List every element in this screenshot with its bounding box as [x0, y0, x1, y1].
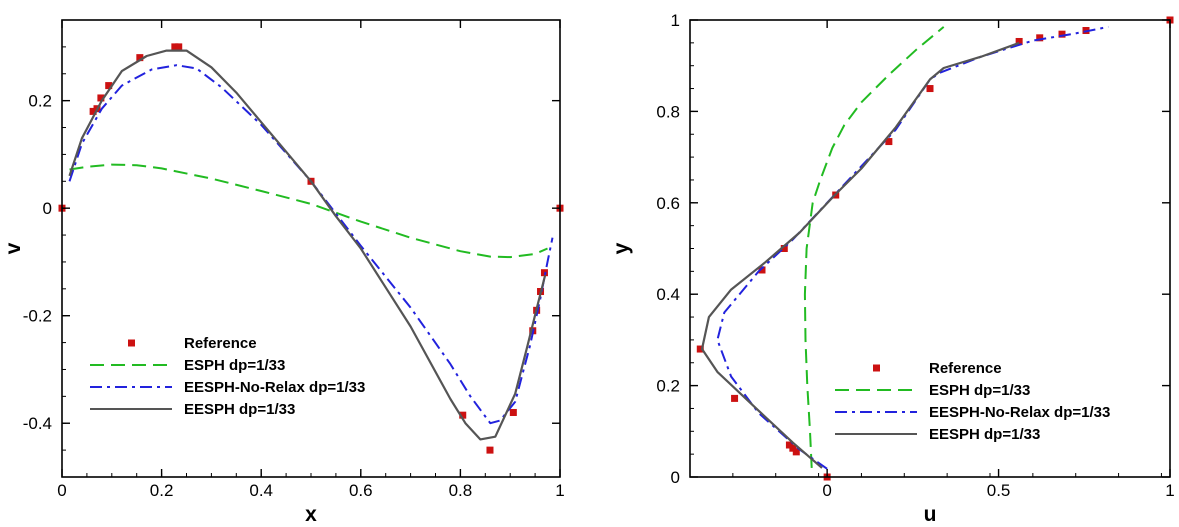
series-line	[68, 49, 547, 441]
x-tick-label: 1	[555, 481, 564, 500]
data-point	[175, 43, 183, 51]
legend-marker	[873, 364, 880, 372]
data-point	[1036, 34, 1044, 42]
series-line	[803, 26, 945, 468]
legend-label: EESPH-No-Relax dp=1/33	[929, 404, 1110, 421]
y-tick-label: 0	[671, 468, 680, 487]
data-point	[97, 94, 105, 102]
y-tick-label: -0.4	[23, 414, 52, 433]
legend-label: Reference	[929, 360, 1002, 377]
y-tick-label: -0.2	[23, 307, 52, 326]
legend-marker	[128, 339, 135, 347]
data-point	[785, 441, 793, 449]
x-tick-label: 0.6	[349, 481, 373, 500]
x-tick-label: 0.8	[449, 481, 473, 500]
series-3	[68, 64, 554, 425]
data-point	[780, 245, 788, 252]
y-axis-title: v	[2, 242, 25, 254]
x-tick-label: 1	[1165, 481, 1174, 500]
data-point	[926, 85, 934, 93]
data-point	[696, 345, 704, 353]
x-tick-label: 0	[57, 481, 66, 500]
legend: Reference ESPH dp=1/33 EESPH-No-Relax dp=1…	[835, 360, 1110, 443]
data-point	[1015, 37, 1023, 45]
series-4	[68, 49, 547, 441]
series-line	[716, 25, 1109, 470]
legend-label: ESPH dp=1/33	[184, 357, 285, 374]
x-tick-label: 0.2	[150, 481, 174, 500]
legend-label: EESPH dp=1/33	[184, 401, 295, 418]
x-tick-label: 0	[822, 481, 831, 500]
data-point	[136, 54, 144, 62]
x-axis-title: u	[924, 503, 937, 526]
data-point	[1058, 30, 1066, 38]
data-point	[459, 411, 467, 419]
y-tick-label: 0	[43, 199, 52, 218]
legend: Reference ESPH dp=1/33 EESPH-No-Relax dp=1…	[90, 335, 365, 418]
chart-1: 0 0.2 0.4 0.6 0.8 1 -0.4 -0.2 0 0.2 x v Reference ESP…	[2, 19, 565, 526]
series-3	[716, 25, 1109, 470]
y-tick-label: 0.2	[656, 377, 680, 396]
data-point	[105, 82, 113, 90]
y-tick-label: 0.2	[28, 92, 52, 111]
series-4	[700, 41, 1020, 469]
y-axis-title: y	[610, 242, 633, 254]
series-2	[803, 26, 945, 468]
series-line	[69, 163, 548, 259]
x-tick-label: 0.5	[987, 481, 1011, 500]
data-point	[885, 138, 893, 146]
x-tick-label: 0.4	[249, 481, 273, 500]
legend-label: ESPH dp=1/33	[929, 382, 1030, 399]
y-tick-label: 1	[671, 11, 680, 30]
y-tick-label: 0.8	[656, 102, 680, 121]
series-2	[69, 163, 548, 259]
legend-label: EESPH dp=1/33	[929, 426, 1040, 443]
legend-label: EESPH-No-Relax dp=1/33	[184, 379, 365, 396]
x-axis-title: x	[305, 503, 317, 526]
chart-2: 0 0.5 1 0 0.2 0.4 0.6 0.8 1 u y Reference ESPH dp=1/…	[610, 11, 1175, 526]
legend-label: Reference	[184, 335, 257, 352]
series-line	[68, 64, 554, 425]
data-point	[509, 408, 517, 416]
data-point	[731, 394, 739, 402]
data-point	[89, 107, 97, 115]
data-point	[758, 266, 766, 274]
data-point	[171, 43, 179, 51]
data-point	[486, 446, 494, 454]
y-tick-label: 0.6	[656, 194, 680, 213]
data-point	[792, 448, 800, 456]
y-tick-label: 0.4	[656, 285, 680, 304]
series-line	[700, 41, 1020, 469]
